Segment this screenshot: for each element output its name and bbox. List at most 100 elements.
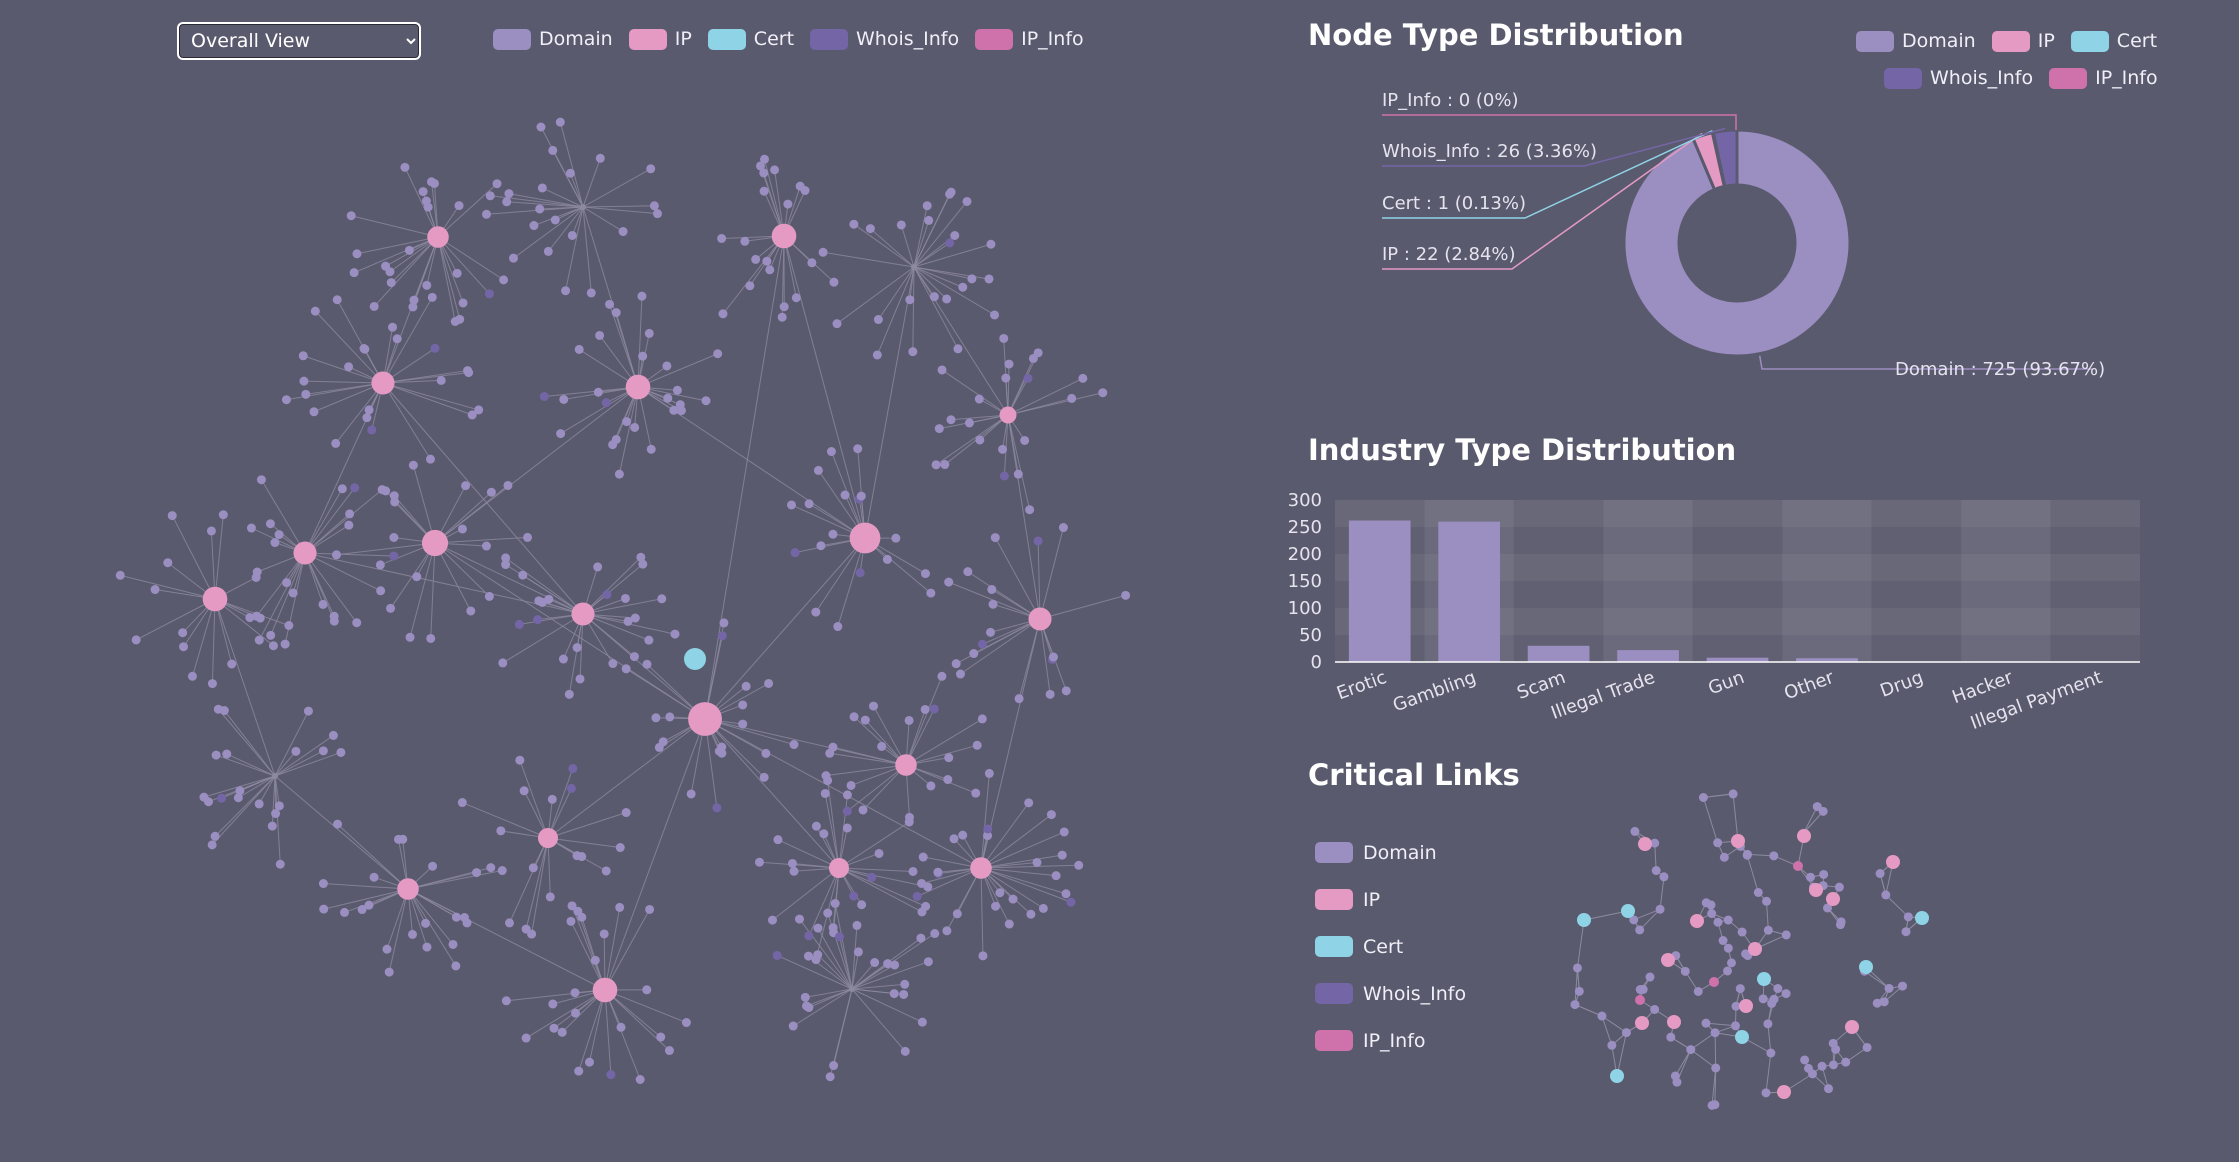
network-node[interactable] — [882, 554, 892, 564]
network-node[interactable] — [856, 491, 866, 501]
network-node[interactable] — [284, 621, 294, 631]
network-node[interactable] — [599, 929, 609, 939]
network-node[interactable] — [472, 868, 482, 878]
network-node[interactable] — [412, 572, 422, 582]
critical-node[interactable] — [1709, 977, 1719, 987]
network-node[interactable] — [421, 918, 431, 928]
network-node[interactable] — [167, 511, 177, 521]
network-node[interactable] — [620, 593, 630, 603]
critical-node[interactable] — [1845, 1020, 1859, 1034]
network-node[interactable] — [813, 950, 823, 960]
network-node[interactable] — [986, 239, 996, 249]
bar[interactable] — [1796, 658, 1858, 662]
network-node[interactable] — [813, 923, 823, 933]
network-node[interactable] — [717, 233, 727, 243]
critical-node[interactable] — [1726, 958, 1736, 968]
network-node[interactable] — [713, 349, 723, 359]
network-node[interactable] — [931, 460, 941, 470]
network-node[interactable] — [995, 888, 1005, 898]
network-node[interactable] — [943, 775, 953, 785]
network-node[interactable] — [860, 715, 870, 725]
legend-item-whois-info[interactable]: Whois_Info — [810, 28, 959, 50]
critical-node[interactable] — [1655, 904, 1665, 914]
legend-item-cert[interactable]: Cert — [707, 28, 794, 50]
network-node[interactable] — [1098, 388, 1108, 398]
network-node[interactable] — [548, 145, 558, 155]
critical-node[interactable] — [1872, 998, 1882, 1008]
network-node[interactable] — [937, 671, 947, 681]
legend-item-domain[interactable]: Domain — [1315, 829, 1466, 876]
network-node[interactable] — [288, 588, 298, 598]
critical-node[interactable] — [1621, 1028, 1631, 1038]
network-graph[interactable] — [0, 0, 1150, 1162]
network-node[interactable] — [346, 211, 356, 221]
network-node[interactable] — [807, 258, 817, 268]
network-node[interactable] — [1026, 909, 1036, 919]
network-node[interactable] — [207, 679, 217, 689]
network-node[interactable] — [718, 309, 728, 319]
network-node[interactable] — [218, 510, 228, 520]
network-node[interactable] — [828, 923, 838, 933]
critical-node[interactable] — [1731, 834, 1745, 848]
network-node[interactable] — [950, 230, 960, 240]
network-node[interactable] — [337, 484, 347, 494]
critical-node[interactable] — [1731, 1001, 1741, 1011]
network-node[interactable] — [983, 824, 993, 834]
network-node[interactable] — [991, 901, 1001, 911]
network-node[interactable] — [404, 245, 414, 255]
network-node[interactable] — [873, 315, 883, 325]
network-node[interactable] — [759, 772, 769, 782]
network-node[interactable] — [638, 351, 648, 361]
network-node[interactable] — [967, 274, 977, 284]
network-node[interactable] — [270, 538, 280, 548]
network-node[interactable] — [515, 755, 525, 765]
network-node[interactable] — [930, 929, 940, 939]
network-node[interactable] — [987, 584, 997, 594]
network-node[interactable] — [163, 558, 173, 568]
critical-node[interactable] — [1859, 960, 1873, 974]
network-node[interactable] — [266, 630, 276, 640]
network-node[interactable] — [271, 809, 281, 819]
network-node[interactable] — [501, 553, 511, 563]
network-node[interactable] — [382, 944, 392, 954]
network-node[interactable] — [770, 165, 780, 175]
network-hub-node[interactable] — [625, 374, 651, 400]
network-node[interactable] — [496, 826, 506, 836]
network-node[interactable] — [461, 481, 471, 491]
network-node[interactable] — [502, 197, 512, 207]
network-node[interactable] — [849, 219, 859, 229]
network-node[interactable] — [818, 247, 828, 257]
network-hub-node[interactable] — [427, 226, 449, 248]
network-node[interactable] — [918, 852, 928, 862]
network-node[interactable] — [842, 806, 852, 816]
network-node[interactable] — [504, 918, 514, 928]
network-node[interactable] — [773, 835, 783, 845]
network-node[interactable] — [1078, 373, 1088, 383]
network-node[interactable] — [942, 294, 952, 304]
network-node[interactable] — [233, 793, 243, 803]
critical-node[interactable] — [1828, 1038, 1838, 1048]
bar[interactable] — [1348, 520, 1411, 662]
critical-node[interactable] — [1803, 1063, 1813, 1073]
network-node[interactable] — [852, 920, 862, 930]
network-node[interactable] — [187, 671, 197, 681]
network-node[interactable] — [951, 659, 961, 669]
network-node[interactable] — [830, 898, 840, 908]
network-node[interactable] — [672, 385, 682, 395]
network-node[interactable] — [388, 322, 398, 332]
network-hub-node[interactable] — [592, 977, 618, 1003]
network-node[interactable] — [1051, 871, 1061, 881]
network-node[interactable] — [669, 405, 679, 415]
critical-node[interactable] — [1670, 1071, 1680, 1081]
network-node[interactable] — [962, 196, 972, 206]
legend-item-cert[interactable]: Cert — [1315, 923, 1466, 970]
network-node[interactable] — [833, 622, 843, 632]
network-node[interactable] — [787, 858, 797, 868]
critical-node[interactable] — [1915, 911, 1929, 925]
critical-node[interactable] — [1762, 896, 1772, 906]
network-node[interactable] — [501, 560, 511, 570]
critical-node[interactable] — [1661, 953, 1675, 967]
critical-node[interactable] — [1767, 998, 1777, 1008]
network-node[interactable] — [675, 400, 685, 410]
